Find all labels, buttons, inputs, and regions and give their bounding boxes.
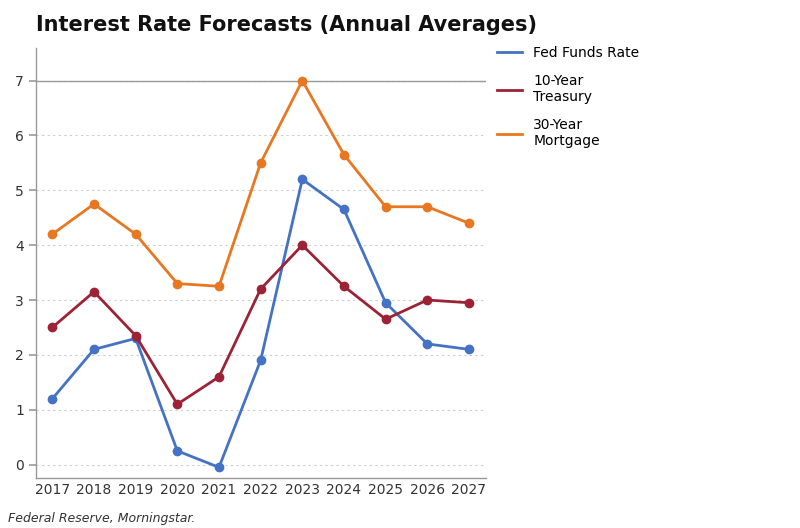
Text: Interest Rate Forecasts (Annual Averages): Interest Rate Forecasts (Annual Averages…	[36, 15, 537, 35]
Text: Federal Reserve, Morningstar.: Federal Reserve, Morningstar.	[8, 512, 195, 525]
Legend: Fed Funds Rate, 10-Year
Treasury, 30-Year
Mortgage: Fed Funds Rate, 10-Year Treasury, 30-Yea…	[497, 46, 639, 148]
